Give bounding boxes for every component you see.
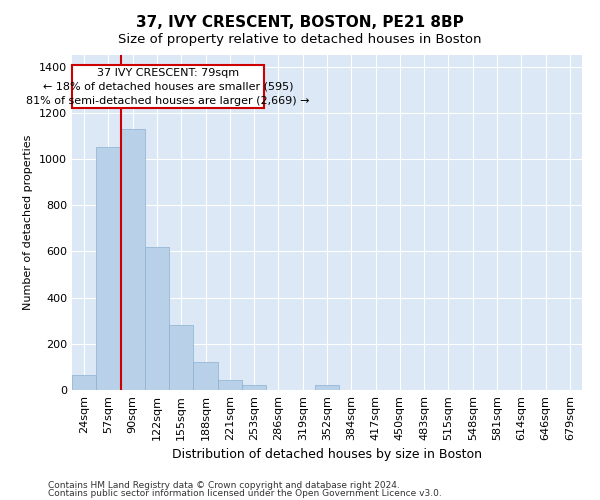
Bar [169, 326, 193, 390]
Bar [96, 148, 121, 390]
Text: 37, IVY CRESCENT, BOSTON, PE21 8BP: 37, IVY CRESCENT, BOSTON, PE21 8BP [136, 15, 464, 30]
Bar [315, 386, 339, 390]
Bar [121, 129, 145, 390]
Text: Contains public sector information licensed under the Open Government Licence v3: Contains public sector information licen… [48, 489, 442, 498]
Text: 37 IVY CRESCENT: 79sqm
← 18% of detached houses are smaller (595)
81% of semi-de: 37 IVY CRESCENT: 79sqm ← 18% of detached… [26, 68, 310, 106]
Bar [72, 375, 96, 390]
Y-axis label: Number of detached properties: Number of detached properties [23, 135, 34, 310]
Bar [145, 247, 169, 390]
Bar [218, 380, 242, 390]
Bar [193, 362, 218, 390]
Bar [242, 386, 266, 390]
Text: Size of property relative to detached houses in Boston: Size of property relative to detached ho… [118, 32, 482, 46]
Text: Contains HM Land Registry data © Crown copyright and database right 2024.: Contains HM Land Registry data © Crown c… [48, 480, 400, 490]
Bar [72, 66, 264, 108]
X-axis label: Distribution of detached houses by size in Boston: Distribution of detached houses by size … [172, 448, 482, 461]
